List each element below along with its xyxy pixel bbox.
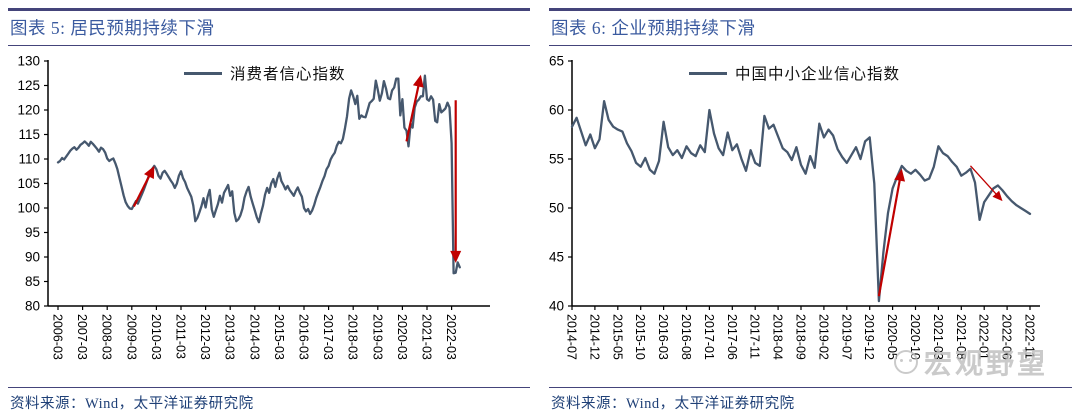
svg-text:2014-07: 2014-07 [565,314,579,360]
chart6-area: 40 45 50 55 60 65 2014-07 2014-12 2015-05 2015-10… [549,46,1072,387]
svg-text:2019-07: 2019-07 [839,314,853,360]
source-text: 资料来源：Wind，太平洋证券研究院 [10,396,254,412]
svg-text:2017-03: 2017-03 [321,314,335,360]
chart5-area: 80 85 90 95 100 105 110 115 120 125 130 2006-03 2007… [8,46,530,387]
svg-text:2016-03: 2016-03 [297,314,311,360]
svg-text:80: 80 [25,299,40,314]
svg-text:2014-03: 2014-03 [247,314,261,360]
svg-text:120: 120 [17,103,40,118]
svg-text:2015-10: 2015-10 [633,314,647,360]
svg-text:2015-03: 2015-03 [272,314,286,360]
watermark-text: 宏观野望 [924,349,1049,380]
svg-text:2022-06: 2022-06 [1000,314,1014,360]
svg-text:110: 110 [18,152,40,167]
svg-text:2017-11: 2017-11 [748,314,762,359]
figure5-caption: 图表 5: 居民预期持续下滑 [8,11,530,46]
svg-text:105: 105 [17,176,40,191]
svg-text:2020-03: 2020-03 [395,314,409,360]
svg-text:2016-08: 2016-08 [679,314,693,360]
svg-text:125: 125 [17,78,40,93]
legend-line-swatch [184,71,222,75]
svg-text:2008-03: 2008-03 [100,314,114,360]
svg-text:40: 40 [549,299,564,314]
svg-text:2015-05: 2015-05 [610,314,624,360]
svg-text:2006-03: 2006-03 [51,314,65,360]
svg-text:65: 65 [549,54,564,69]
svg-text:95: 95 [25,225,40,240]
svg-text:2009-03: 2009-03 [124,314,138,360]
svg-text:2017-06: 2017-06 [725,314,739,360]
svg-text:2017-01: 2017-01 [702,314,716,360]
svg-text:60: 60 [549,103,564,118]
svg-text:2021-03: 2021-03 [420,314,434,360]
svg-text:2018-09: 2018-09 [794,314,808,360]
svg-text:2022-01: 2022-01 [977,314,991,360]
chart-panel-sme-confidence: 图表 6: 企业预期持续下滑 40 45 50 55 60 65 2014-07 2014-1… [549,8,1072,413]
svg-text:2012-03: 2012-03 [198,314,212,360]
svg-text:2011-03: 2011-03 [174,314,188,359]
svg-text:2020-05: 2020-05 [885,314,899,360]
svg-text:50: 50 [549,201,564,216]
svg-text:2020-10: 2020-10 [908,314,922,360]
svg-text:2022-11: 2022-11 [1023,314,1037,359]
legend-label: 消费者信心指数 [230,66,346,83]
chart6-source-note: 资料来源：Wind，太平洋证券研究院 [549,387,1072,413]
figure6-caption: 图表 6: 企业预期持续下滑 [549,11,1072,46]
svg-text:2010-03: 2010-03 [149,314,163,360]
svg-text:100: 100 [17,201,40,216]
watermark: 宏观野望 [894,342,1048,382]
svg-text:2007-03: 2007-03 [75,314,89,360]
svg-text:2014-12: 2014-12 [587,314,601,360]
chart5-source-note: 资料来源：Wind，太平洋证券研究院 [8,387,530,413]
smiley-logo-icon [894,350,918,374]
svg-text:2013-03: 2013-03 [223,314,237,360]
source-text: 资料来源：Wind，太平洋证券研究院 [551,396,795,412]
svg-text:2019-12: 2019-12 [862,314,876,360]
svg-text:2018-03: 2018-03 [346,314,360,360]
sme-confidence-line-chart: 40 45 50 55 60 65 2014-07 2014-12 2015-05 2015-10… [549,54,1040,360]
svg-text:130: 130 [17,54,40,69]
chart-panel-consumer-confidence: 图表 5: 居民预期持续下滑 80 85 90 95 100 105 110 115 120 12… [8,8,530,413]
svg-text:2021-03: 2021-03 [931,314,945,360]
svg-text:2018-04: 2018-04 [771,314,785,360]
svg-text:2019-03: 2019-03 [370,314,384,360]
svg-text:85: 85 [25,274,40,289]
svg-text:2022-03: 2022-03 [444,314,458,360]
chart6-legend: 中国中小企业信心指数 [689,62,900,84]
legend-label: 中国中小企业信心指数 [735,66,901,83]
svg-text:45: 45 [549,250,564,265]
svg-text:55: 55 [549,152,564,167]
svg-text:90: 90 [25,250,40,265]
chart5-legend: 消费者信心指数 [184,62,346,84]
svg-text:2016-03: 2016-03 [656,314,670,360]
svg-text:2021-08: 2021-08 [954,314,968,360]
svg-text:115: 115 [18,127,40,142]
svg-text:2019-02: 2019-02 [816,314,830,360]
legend-line-swatch [689,71,727,75]
consumer-confidence-line-chart: 80 85 90 95 100 105 110 115 120 125 130 2006-03 2007… [17,54,490,360]
